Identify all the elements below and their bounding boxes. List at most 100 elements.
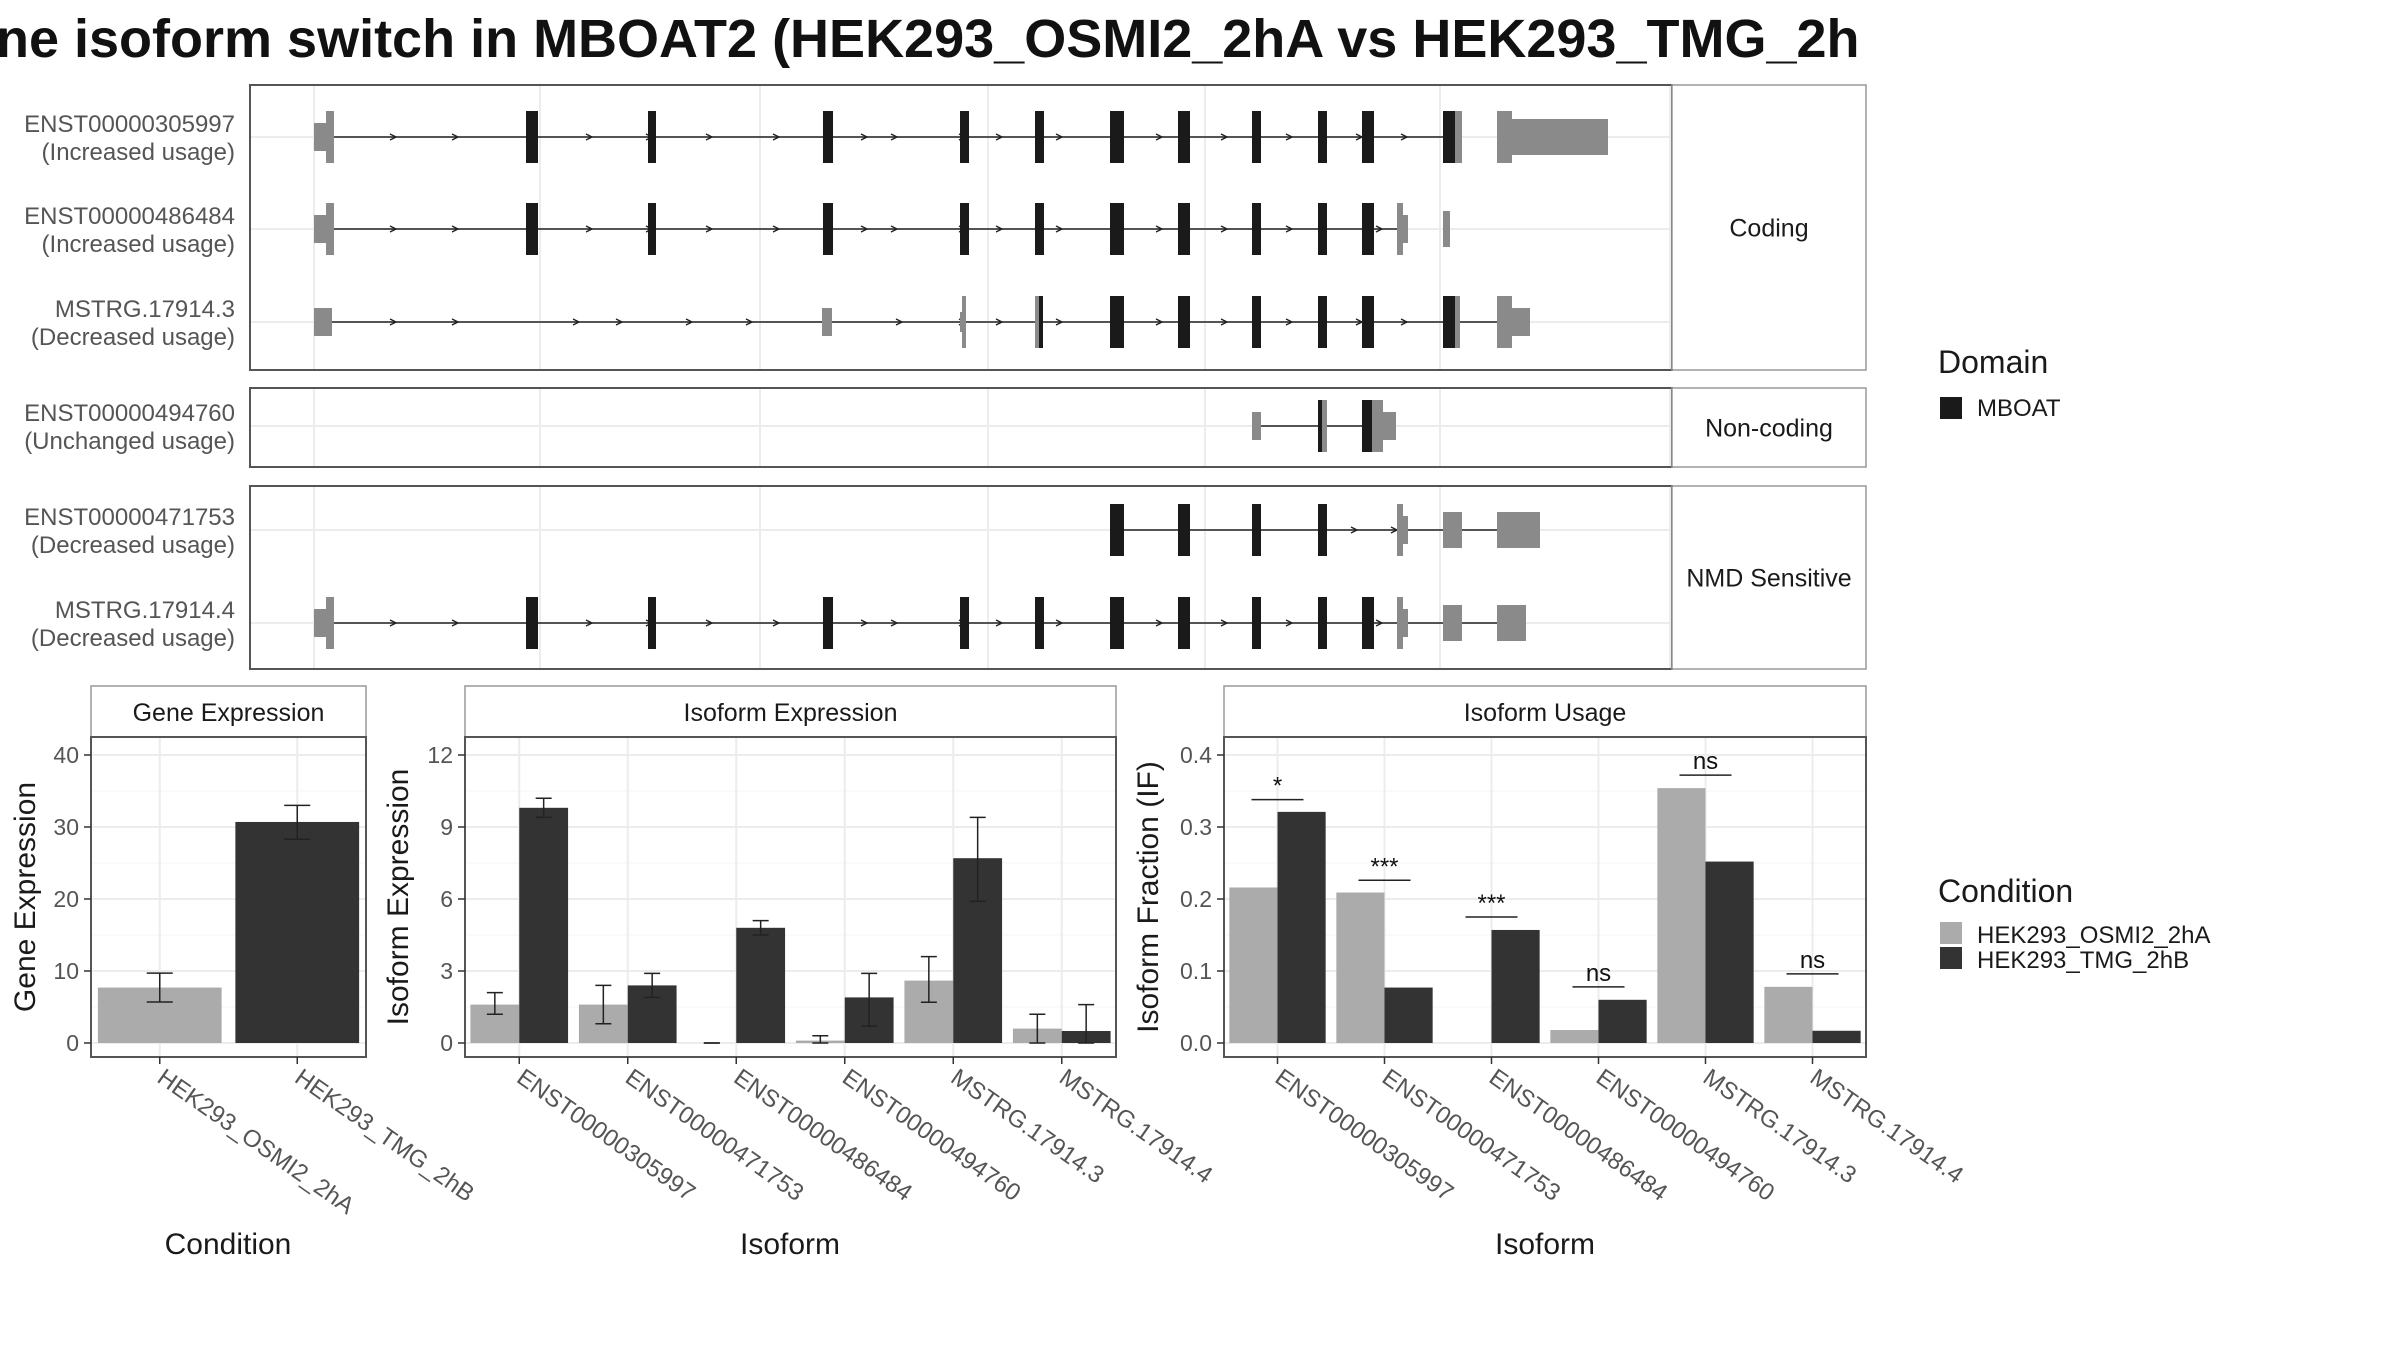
significance-label: *** — [1370, 853, 1398, 880]
strand-arrow — [860, 133, 869, 141]
strand-arrow — [995, 318, 1004, 326]
exon — [1512, 308, 1530, 336]
y-tick-label: 12 — [427, 742, 453, 768]
strand-arrow — [1375, 225, 1384, 233]
domain-exon — [1362, 296, 1374, 348]
transcript-id-label: ENST00000486484 — [24, 203, 235, 230]
significance-label: ns — [1586, 960, 1611, 987]
x-tick-label: ENST00000494760 — [1591, 1064, 1779, 1207]
strand-arrow — [685, 318, 694, 326]
strand-arrow — [995, 133, 1004, 141]
strand-arrow — [1155, 318, 1164, 326]
domain-exon — [1318, 400, 1322, 452]
strand-arrow — [1400, 318, 1409, 326]
chart-strip — [464, 685, 1117, 738]
transcript-usage-label: (Unchanged usage) — [24, 428, 235, 455]
strand-arrow — [1220, 225, 1229, 233]
y-tick-label: 40 — [53, 742, 79, 768]
domain-exon — [1318, 597, 1327, 649]
transcript-usage-label: (Decreased usage) — [31, 324, 235, 351]
strand-arrow — [451, 318, 460, 326]
exon — [1497, 296, 1512, 348]
structure-strip-label: Non-coding — [1705, 415, 1833, 443]
condition-legend-label: HEK293_OSMI2_2hA — [1977, 922, 2210, 949]
strand-arrow — [1055, 225, 1064, 233]
exon — [1497, 111, 1512, 163]
strand-arrow — [451, 133, 460, 141]
strand-arrow — [1155, 133, 1164, 141]
x-tick-label: ENST00000305997 — [1270, 1064, 1458, 1207]
strand-arrow — [772, 133, 781, 141]
domain-exon — [1362, 203, 1374, 255]
domain-exon — [1035, 203, 1044, 255]
x-axis-title: Isoform — [1495, 1228, 1595, 1261]
strand-arrow — [890, 133, 899, 141]
y-tick-label: 0.1 — [1180, 958, 1212, 984]
strand-arrow — [860, 225, 869, 233]
domain-exon — [960, 597, 969, 649]
exon — [326, 597, 334, 649]
domain-exon — [648, 203, 656, 255]
condition-legend-title: Condition — [1938, 873, 2073, 909]
significance-label: * — [1273, 773, 1282, 800]
domain-legend-label: MBOAT — [1977, 395, 2061, 422]
chart-title: Isoform Expression — [684, 699, 898, 727]
y-tick-label: 0 — [66, 1030, 79, 1056]
x-axis-title: Isoform — [740, 1228, 840, 1261]
strand-arrow — [745, 318, 754, 326]
domain-exon — [823, 597, 833, 649]
structure-strip — [1671, 387, 1867, 468]
domain-exon — [648, 111, 656, 163]
strand-arrow — [890, 619, 899, 627]
strand-arrow — [860, 619, 869, 627]
transcript-id-label: MSTRG.17914.3 — [55, 296, 235, 323]
exon — [1512, 512, 1540, 548]
legend-area: Domain MBOAT Condition HEK293_OSMI2_2hAHEK2… — [1938, 344, 2210, 974]
x-tick-label: ENST00000486484 — [1484, 1064, 1672, 1207]
domain-exon — [1362, 111, 1374, 163]
strand-arrow — [389, 225, 398, 233]
strand-arrow — [451, 225, 460, 233]
chart-panel-border — [464, 736, 1117, 1058]
strand-arrow — [615, 318, 624, 326]
bar — [1598, 999, 1647, 1043]
bar — [1764, 986, 1813, 1043]
strand-arrow — [772, 619, 781, 627]
domain-exon — [1318, 504, 1327, 556]
exon — [1397, 504, 1403, 556]
domain-exon — [1178, 111, 1190, 163]
strand-arrow — [572, 318, 581, 326]
exon — [1512, 605, 1526, 641]
strand-arrow — [1350, 526, 1359, 534]
y-tick-label: 6 — [440, 886, 453, 912]
domain-exon — [526, 597, 538, 649]
significance-label: ns — [1800, 947, 1825, 974]
transcript-structure-panel: Coding Non-coding NMD Sensitive ENST0000030… — [24, 84, 1867, 670]
domain-exon — [823, 203, 833, 255]
structure-strip — [1671, 84, 1867, 371]
exon — [1397, 203, 1403, 255]
strand-arrow — [1055, 619, 1064, 627]
strand-arrow — [389, 133, 398, 141]
domain-exon — [1039, 296, 1043, 348]
strand-arrow — [1285, 133, 1294, 141]
exon — [962, 296, 966, 348]
exon — [822, 308, 832, 336]
y-tick-label: 30 — [53, 814, 79, 840]
transcript-usage-label: (Increased usage) — [42, 139, 235, 166]
bar — [1491, 929, 1540, 1043]
exon — [1372, 400, 1383, 452]
bar — [235, 821, 360, 1043]
domain-exon — [1110, 111, 1124, 163]
exon — [314, 308, 332, 336]
strand-arrow — [705, 619, 714, 627]
condition-legend-swatch — [1940, 922, 1962, 944]
bar — [1384, 987, 1433, 1043]
domain-exon — [823, 111, 833, 163]
y-tick-label: 10 — [53, 958, 79, 984]
exon — [326, 203, 334, 255]
domain-exon — [1178, 296, 1190, 348]
structure-strip-label: Coding — [1729, 215, 1808, 243]
x-tick-label: ENST00000486484 — [729, 1064, 917, 1207]
